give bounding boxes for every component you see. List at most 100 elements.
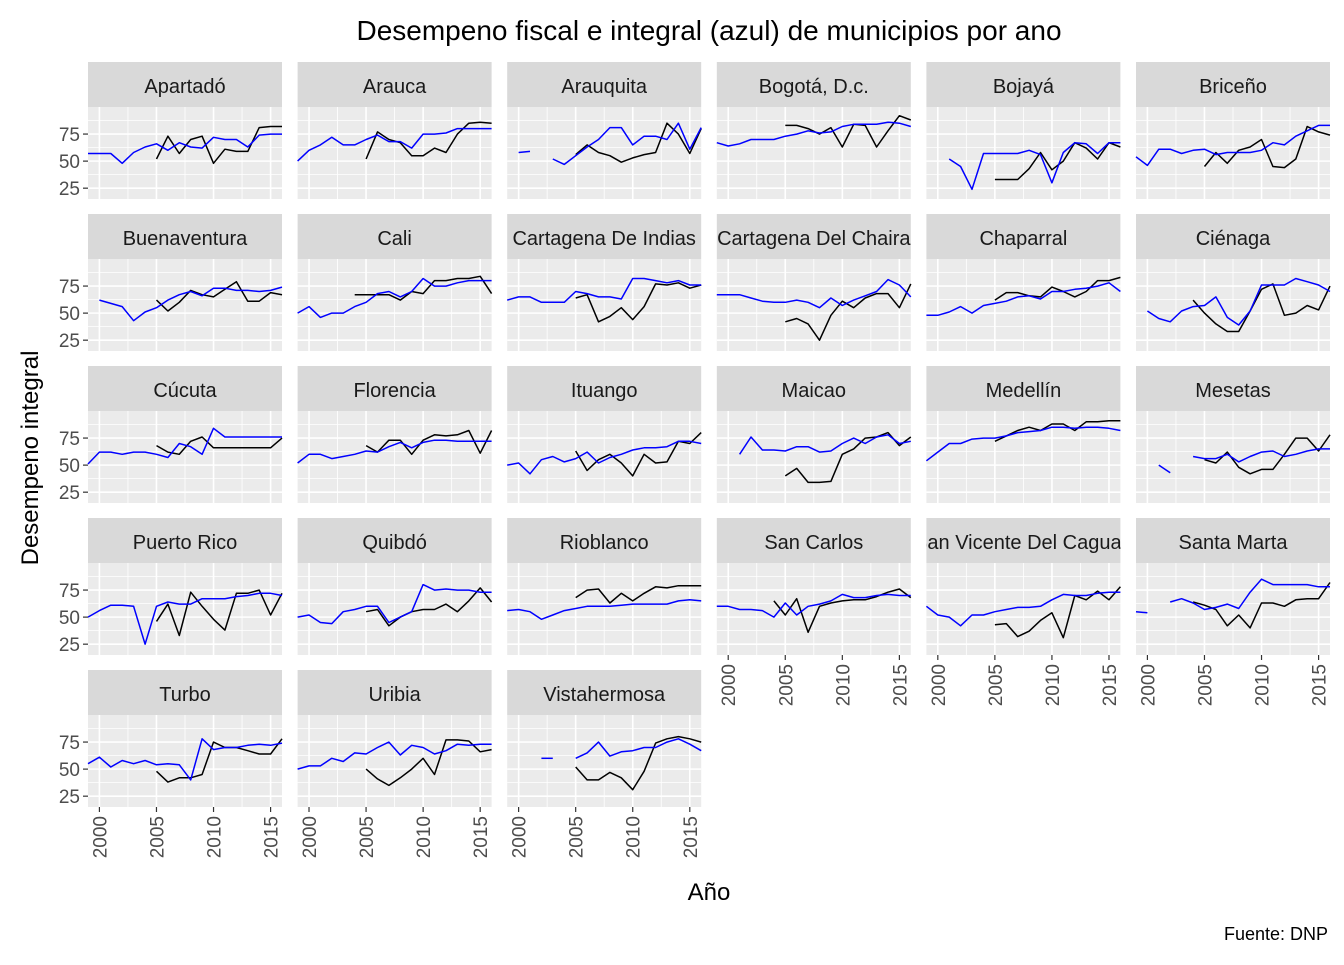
fiscal-line bbox=[785, 114, 912, 148]
facet-strip bbox=[716, 62, 911, 107]
facet-strip-label: Uribia bbox=[368, 684, 421, 706]
integral-line bbox=[297, 127, 492, 162]
chart-caption: Fuente: DNP bbox=[1224, 924, 1328, 944]
facet-strip-label: Cartagena De Indias bbox=[512, 228, 695, 250]
facet-strip-label: Vistahermosa bbox=[543, 684, 666, 706]
facet-strip-label: Mesetas bbox=[1195, 380, 1271, 402]
fiscal-line bbox=[354, 275, 493, 301]
integral-line bbox=[297, 741, 492, 770]
facet-strip bbox=[297, 62, 492, 107]
facet-strip-label: Arauca bbox=[363, 76, 427, 98]
y-tick-label: 50 bbox=[59, 304, 80, 325]
facet-strip bbox=[88, 62, 282, 107]
integral-line bbox=[716, 593, 911, 618]
x-tick-label: 2010 bbox=[1253, 664, 1274, 706]
facet-strip bbox=[926, 214, 1121, 259]
facet-panels: Apartadó 25 50 75 Arauca Arauquita Bogotá, D.c… bbox=[59, 62, 1331, 858]
integral-line bbox=[716, 278, 912, 309]
facet-strip-label: Puerto Rico bbox=[133, 532, 238, 554]
fiscal-line bbox=[785, 283, 912, 341]
facet-strip-label: Briceño bbox=[1199, 76, 1267, 98]
x-tick-label: 2005 bbox=[776, 664, 797, 706]
facet-strip bbox=[926, 62, 1121, 107]
facet-strip-label: Santa Marta bbox=[1179, 532, 1289, 554]
facet-strip-label: Apartadó bbox=[144, 76, 225, 98]
fiscal-line bbox=[575, 122, 702, 163]
y-tick-label: 25 bbox=[59, 483, 80, 504]
facet-panel: Bogotá, D.c. bbox=[716, 62, 912, 199]
facet-strip bbox=[926, 518, 1121, 563]
facet-strip-label: Bojayá bbox=[993, 76, 1055, 98]
x-tick-label: 2000 bbox=[1138, 664, 1159, 706]
integral-line bbox=[1158, 464, 1171, 474]
x-tick-label: 2000 bbox=[510, 816, 531, 858]
y-tick-label: 50 bbox=[59, 152, 80, 173]
facet-strip bbox=[507, 214, 702, 259]
facet-strip-label: Florencia bbox=[353, 380, 436, 402]
x-tick-label: 2005 bbox=[147, 816, 168, 858]
facet-strip bbox=[1136, 62, 1330, 107]
x-tick-label: 2015 bbox=[262, 816, 283, 858]
facet-panel: Puerto Rico 25 50 75 bbox=[59, 518, 283, 656]
facet-panel: Vistahermosa 2000 2005 2010 2015 bbox=[507, 670, 702, 858]
x-tick-label: 2010 bbox=[205, 816, 226, 858]
facet-strip bbox=[507, 518, 702, 563]
x-tick-label: 2000 bbox=[719, 664, 740, 706]
fiscal-line bbox=[365, 739, 492, 787]
x-tick-label: 2010 bbox=[414, 816, 435, 858]
facet-panel: Rioblanco bbox=[507, 518, 702, 655]
integral-line bbox=[926, 282, 1121, 317]
y-tick-label: 75 bbox=[59, 429, 80, 450]
x-tick-label: 2015 bbox=[1310, 664, 1331, 706]
facet-panel: Uribia 2000 2005 2010 2015 bbox=[297, 670, 492, 858]
integral-line bbox=[297, 583, 492, 625]
facet-strip-label: Ciénaga bbox=[1196, 228, 1271, 250]
x-tick-label: 2005 bbox=[986, 664, 1007, 706]
integral-line bbox=[507, 599, 702, 621]
facet-strip-label: Maicao bbox=[782, 380, 846, 402]
facet-strip-label: Ituango bbox=[571, 380, 638, 402]
integral-line bbox=[552, 122, 702, 166]
facet-panel: Bojayá bbox=[926, 62, 1121, 199]
x-tick-label: 2005 bbox=[1195, 664, 1216, 706]
facet-strip-label: Cartagena Del Chaira bbox=[717, 228, 911, 250]
facet-panel: Arauca bbox=[297, 62, 492, 199]
fiscal-line bbox=[773, 588, 912, 634]
facet-panel: Chaparral bbox=[926, 214, 1121, 351]
x-tick-label: 2010 bbox=[833, 664, 854, 706]
fiscal-line bbox=[156, 436, 283, 456]
integral-line bbox=[575, 738, 702, 759]
fiscal-line bbox=[155, 125, 282, 165]
integral-line bbox=[1192, 448, 1330, 463]
y-tick-label: 50 bbox=[59, 608, 80, 629]
integral-line bbox=[88, 133, 282, 165]
y-tick-label: 50 bbox=[59, 760, 80, 781]
facet-strip-label: San Carlos bbox=[764, 532, 863, 554]
facet-panel: Florencia bbox=[297, 366, 493, 503]
fiscal-line bbox=[155, 589, 283, 637]
fiscal-line bbox=[1192, 283, 1331, 333]
fiscal-line bbox=[994, 276, 1121, 301]
fiscal-line bbox=[575, 584, 702, 604]
facet-strip bbox=[716, 366, 911, 411]
facet-strip bbox=[716, 214, 911, 259]
facet-strip bbox=[88, 214, 282, 259]
facet-strip-label: Cúcuta bbox=[153, 380, 217, 402]
facet-panel: Buenaventura 25 50 75 bbox=[59, 214, 283, 352]
facet-panel: Quibdó bbox=[297, 518, 493, 655]
facet-strip-label: Bogotá, D.c. bbox=[759, 76, 869, 98]
integral-line bbox=[506, 277, 702, 304]
facet-strip bbox=[88, 518, 282, 563]
integral-line bbox=[87, 592, 283, 645]
facet-panel: San Vicente Del Caguan 2000 2005 2010 2015 bbox=[925, 518, 1121, 706]
facet-panel: San Carlos 2000 2005 2010 2015 bbox=[716, 518, 912, 706]
facet-panel: Arauquita bbox=[507, 62, 702, 199]
x-tick-label: 2015 bbox=[1100, 664, 1121, 706]
x-tick-label: 2000 bbox=[90, 816, 111, 858]
facet-strip bbox=[1136, 518, 1330, 563]
fiscal-line bbox=[575, 282, 702, 323]
facet-strip-label: Chaparral bbox=[979, 228, 1067, 250]
integral-line bbox=[297, 277, 492, 319]
fiscal-line bbox=[155, 738, 283, 783]
integral-line bbox=[518, 150, 531, 154]
